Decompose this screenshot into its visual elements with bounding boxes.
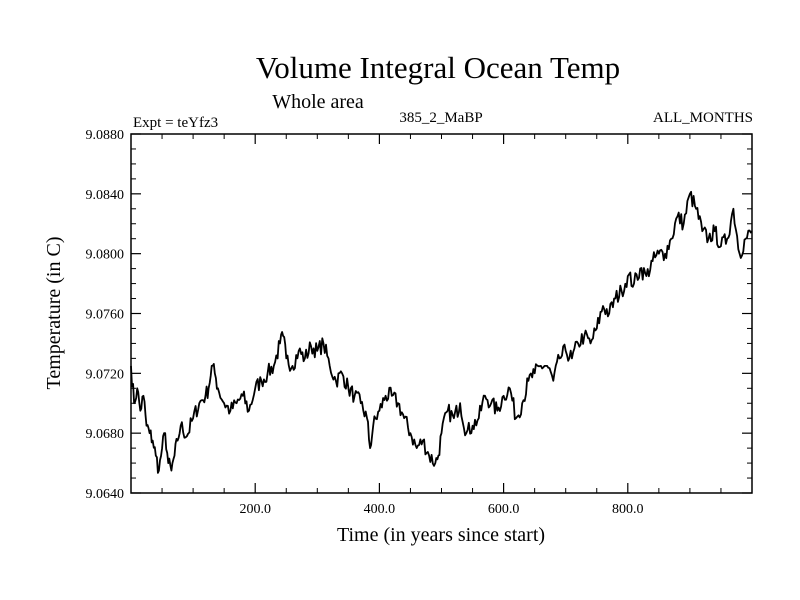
y-tick-label: 9.0760 xyxy=(86,308,125,323)
y-axis-label: Temperature (in C) xyxy=(43,237,65,390)
chart-title: Volume Integral Ocean Temp xyxy=(256,50,620,85)
plot-frame xyxy=(130,133,753,494)
series-line xyxy=(130,190,753,474)
x-tick-label: 400.0 xyxy=(364,502,396,517)
period-label: ALL_MONTHS xyxy=(653,110,753,126)
x-axis-label: Time (in years since start) xyxy=(337,524,545,546)
x-tick-label: 600.0 xyxy=(488,502,520,517)
x-tick-label: 200.0 xyxy=(239,502,271,517)
x-tick-label: 800.0 xyxy=(612,502,644,517)
chart-subtitle: Whole area xyxy=(272,91,364,113)
axis-ticks xyxy=(131,133,752,494)
y-tick-label: 9.0680 xyxy=(86,427,125,442)
y-tick-label: 9.0640 xyxy=(86,487,125,502)
axis-tick-labels: 200.0 400.0 600.0 800.0 9.0640 9.0680 9.0720 9.… xyxy=(86,128,644,517)
run-label: 385_2_MaBP xyxy=(399,110,482,126)
y-tick-label: 9.0800 xyxy=(86,248,125,263)
y-tick-label: 9.0840 xyxy=(86,188,125,203)
experiment-label: Expt = teYfz3 xyxy=(133,115,218,131)
y-tick-label: 9.0720 xyxy=(86,367,125,382)
y-tick-label: 9.0880 xyxy=(86,128,125,143)
